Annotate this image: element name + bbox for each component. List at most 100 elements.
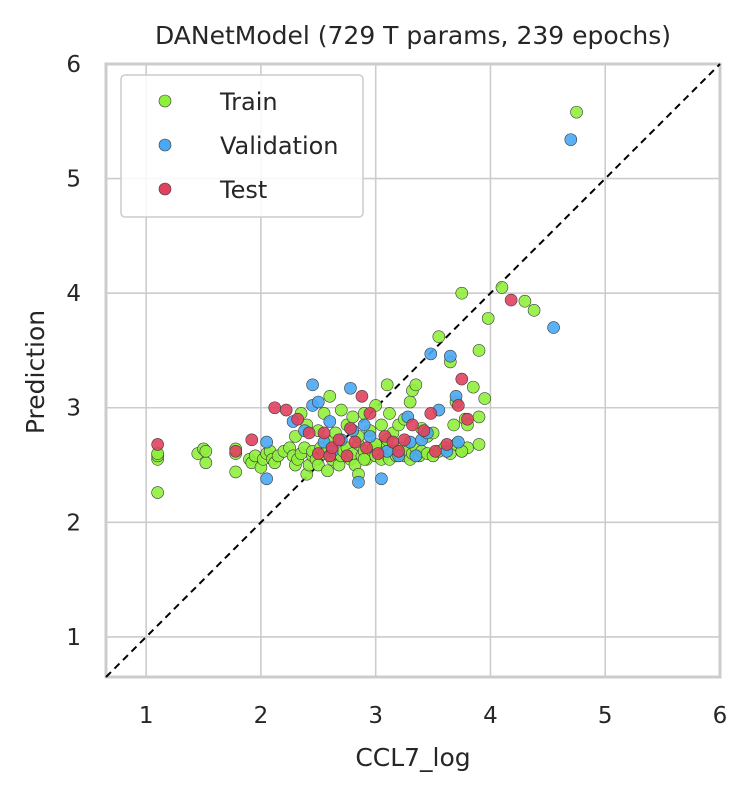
data-point <box>383 407 396 420</box>
data-point <box>455 372 469 386</box>
data-point <box>570 105 583 119</box>
data-point <box>452 435 465 449</box>
data-points <box>151 105 583 499</box>
legend-marker <box>158 138 172 152</box>
data-point <box>302 426 316 440</box>
data-point <box>375 418 388 432</box>
data-point <box>323 415 337 428</box>
series-test <box>151 293 518 463</box>
data-point <box>564 133 578 146</box>
data-point <box>455 286 469 300</box>
data-point <box>268 401 282 415</box>
data-point <box>478 392 492 405</box>
data-point <box>371 447 385 460</box>
data-point <box>352 475 365 489</box>
data-point <box>344 381 357 395</box>
x-tick-label: 1 <box>139 703 154 729</box>
y-tick-label: 2 <box>66 510 81 536</box>
y-tick-label: 1 <box>66 625 81 651</box>
data-point <box>472 438 486 451</box>
x-tick-label: 5 <box>598 703 613 729</box>
data-point <box>360 441 373 455</box>
x-tick-labels: 1 2 3 4 5 6 <box>139 703 727 729</box>
y-tick-label: 3 <box>66 396 81 422</box>
data-point <box>199 444 213 458</box>
data-point <box>312 395 325 409</box>
y-axis-label: Prediction <box>21 310 50 434</box>
data-point <box>417 424 431 437</box>
x-tick-label: 4 <box>483 703 498 729</box>
data-point <box>424 347 438 361</box>
y-tick-label: 4 <box>66 281 81 307</box>
data-point <box>151 438 164 451</box>
legend: Train Validation Test <box>120 74 364 218</box>
data-point <box>357 418 371 432</box>
data-point <box>547 321 560 334</box>
data-point <box>325 441 339 455</box>
legend-marker <box>158 182 172 196</box>
y-tick-labels: 1 2 3 4 5 6 <box>66 52 81 651</box>
data-point <box>495 281 509 294</box>
data-point <box>403 395 417 409</box>
legend-label: Test <box>219 176 267 204</box>
data-point <box>375 472 388 486</box>
data-point <box>452 399 465 412</box>
data-point <box>260 435 273 449</box>
data-point <box>481 312 495 325</box>
data-point <box>461 412 474 426</box>
data-point <box>245 433 259 447</box>
data-point <box>317 426 331 440</box>
x-axis-label: CCL7_log <box>355 743 470 772</box>
data-point <box>289 430 302 443</box>
chart-title: DANetModel (729 T params, 239 epochs) <box>155 21 671 50</box>
data-point <box>363 407 377 420</box>
legend-label: Train <box>219 88 278 116</box>
data-point <box>472 344 486 357</box>
data-point <box>406 418 419 432</box>
data-point <box>348 435 362 449</box>
identity-line <box>105 63 721 678</box>
data-point <box>312 447 325 460</box>
data-point <box>306 378 319 392</box>
legend-box <box>120 74 364 218</box>
data-point <box>321 464 334 478</box>
data-point <box>229 444 242 458</box>
data-point <box>409 378 423 392</box>
data-point <box>527 304 541 317</box>
data-point <box>344 422 357 435</box>
legend-marker <box>158 94 172 108</box>
plot-frame <box>104 62 722 679</box>
data-point <box>357 452 371 466</box>
data-point <box>355 389 369 403</box>
y-tick-label: 5 <box>66 167 81 193</box>
data-point <box>380 378 394 392</box>
data-point <box>432 330 446 343</box>
x-tick-label: 3 <box>368 703 383 729</box>
data-point <box>447 418 461 432</box>
data-point <box>429 444 442 458</box>
data-point <box>260 472 273 486</box>
data-point <box>229 465 242 479</box>
data-point <box>398 433 411 447</box>
y-tick-label: 6 <box>66 52 81 78</box>
data-point <box>472 410 486 424</box>
data-point <box>392 444 405 458</box>
x-tick-label: 2 <box>254 703 269 729</box>
data-point <box>443 349 457 363</box>
data-point <box>518 294 532 308</box>
data-point <box>291 412 304 426</box>
x-tick-label: 6 <box>713 703 728 729</box>
data-point <box>504 293 518 307</box>
data-point <box>279 403 293 417</box>
data-point <box>334 403 348 417</box>
data-point <box>363 430 377 443</box>
data-point <box>199 456 213 470</box>
data-point <box>409 449 423 463</box>
data-point <box>466 380 480 394</box>
data-point <box>424 407 438 420</box>
data-point <box>151 486 164 499</box>
data-point <box>332 433 346 447</box>
data-point <box>440 438 454 451</box>
data-point <box>340 449 354 463</box>
